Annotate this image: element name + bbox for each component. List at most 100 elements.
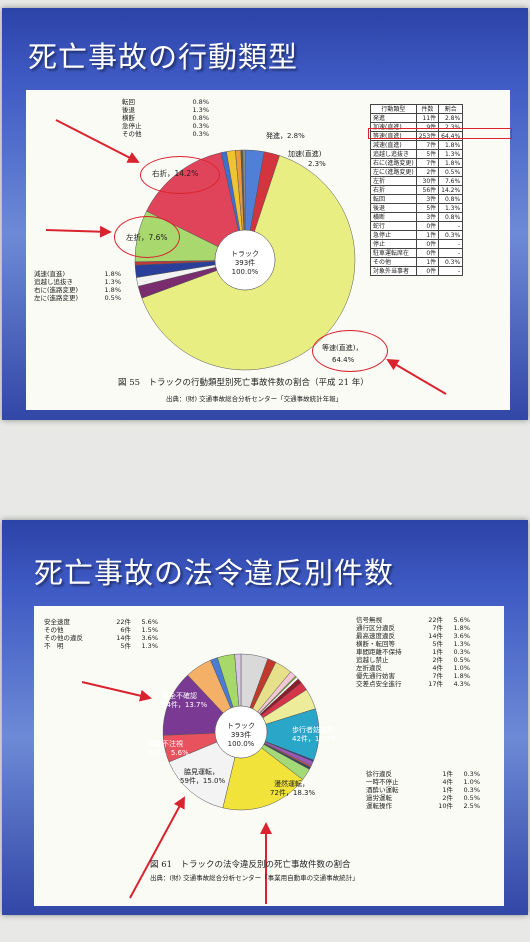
legend-pct: 3.6% [453,632,470,640]
action-type-table: 行動類型 件数 割合 発進 11件 2.8% 加速(直進) 9件 2.3% 等速(直進) 253件… [370,104,464,276]
table-cell: 2.8% [438,113,464,123]
figure-caption: 図 61 トラックの法令違反別の死亡事故件数の割合 [150,860,351,870]
figure-caption: 図 55 トラックの行動類型別死亡事故件数の割合（平成 21 年） [118,378,369,388]
pie-chart-action-type [134,149,356,371]
legend-pct: 1.3% [141,642,158,650]
legend-name: その他 [122,130,142,138]
table-cell: - [438,266,464,276]
table-row: 発進 11件 2.8% [370,113,464,123]
table-cell: 蛇行 [370,221,417,231]
legend-name: その他 [44,626,64,634]
legend-row: 急停止 0.3% [122,122,209,130]
legend-name: 左折違反 [356,664,382,672]
table-cell: - [438,221,464,231]
label-manzen: 漫然運転， [274,780,309,788]
table-header-row: 行動類型 件数 割合 [370,104,464,114]
legend-count: 2件 [442,794,453,802]
legend-pct: 0.8% [192,98,209,106]
legend-pct: 0.5% [463,794,480,802]
table-cell: 急停止 [370,230,417,240]
table-cell: 0.3% [438,257,464,267]
legend-count: 4件 [432,664,443,672]
table-cell: 14.2% [438,185,464,195]
figure-source: 出典：(財) 交通事故総合分析センター「事業用自動車の交通事故統計」 [150,874,359,882]
legend-name: 転回 [122,98,135,106]
legend-name: 横断 [122,114,135,122]
table-cell: 3件 [415,194,440,204]
pie-center-label: トラック 393件 100.0% [218,722,264,749]
table-row: 対象外当事者 0件 - [370,266,464,276]
table-row: 右折 56件 14.2% [370,185,464,195]
legend-name: 過労運転 [366,794,392,802]
table-cell: 0件 [415,266,440,276]
legend-row: その他 0.3% [122,130,209,138]
table-row: 右に(進路変更) 7件 1.8% [370,158,464,168]
slide-title: 死亡事故の行動類型 [28,40,299,74]
legend-count: 14件 [428,632,443,640]
table-cell: 2件 [415,167,440,177]
table-cell: 停止 [370,239,417,249]
legend-name: 追越し追抜き [34,278,73,286]
legend-count: 1件 [442,786,453,794]
legend-count: 2件 [432,656,443,664]
label-hokosha: 歩行者妨害等， [292,726,341,734]
table-cell: 駐車運転席在 [370,248,417,258]
table-cell: 3件 [415,212,440,222]
legend-row: 一時不停止 4件 1.0% [366,778,480,786]
table-cell: - [438,239,464,249]
chart-panel: トラック 393件 100.0% 発進，2.8% 加速(直進) 2.3% 等速(… [26,90,512,410]
legend-name: 追越し禁止 [356,656,389,664]
left-legend: 安全速度 22件 5.6% その他 6件 1.5% その他の違反 14件 3.6% 不 明 5件 1.… [44,618,158,650]
legend-pct: 0.3% [463,786,480,794]
table-header-cell: 件数 [415,104,440,114]
center-count: 393件 [234,259,256,267]
lower-legend: 徐行違反 1件 0.3% 一時不停止 4件 1.0% 酒酔い運転 1件 0.3% 過労運転 2件 0.… [366,770,480,810]
legend-row: 後退 1.3% [122,106,209,114]
legend-pct: 0.3% [463,770,480,778]
legend-pct: 2.5% [463,802,480,810]
table-cell: 0.5% [438,167,464,177]
legend-name: 安全速度 [44,618,70,626]
pie-center-label: トラック 393件 100.0% [222,250,268,277]
table-row: 横断 3件 0.8% [370,212,464,222]
legend-pct: 3.6% [141,634,158,642]
table-header-cell: 割合 [438,104,464,114]
legend-row: 安全速度 22件 5.6% [44,618,158,626]
table-cell: 7件 [415,158,440,168]
legend-pct: 1.5% [141,626,158,634]
legend-name: 不 明 [44,642,64,650]
legend-name: 減速(直進) [34,270,66,278]
legend-row: 過労運転 2件 0.5% [366,794,480,802]
highlight-box-touso-row [368,128,512,139]
legend-pct: 1.8% [104,286,121,294]
figure-source: 出典：(財) 交通事故総合分析センター「交通事故統計年報」 [166,395,343,403]
legend-count: 1件 [432,648,443,656]
table-cell: 30件 [415,176,440,186]
legend-row: 酒酔い運転 1件 0.3% [366,786,480,794]
label-kasoku-pct: 2.3% [308,160,326,168]
table-cell: 56件 [415,185,440,195]
legend-row: 運転操作 10件 2.5% [366,802,480,810]
legend-row: 左折違反 4件 1.0% [356,664,470,672]
table-row: 後退 5件 1.3% [370,203,464,213]
legend-row: 追越し追抜き 1.3% [34,278,121,286]
table-row: 駐車運転席在 0件 - [370,248,464,258]
table-cell: その他 [370,257,417,267]
legend-name: 通行区分違反 [356,624,395,632]
legend-pct: 0.8% [192,114,209,122]
center-pct: 100.0% [227,740,255,748]
label-manzen-val: 72件，18.3% [270,789,316,797]
legend-pct: 1.3% [192,106,209,114]
table-row: 減速(直進) 7件 1.8% [370,140,464,150]
legend-row: 不 明 5件 1.3% [44,642,158,650]
table-cell: 左折 [370,176,417,186]
label-hokosha-val: 42件，10.7% [292,735,338,743]
legend-pct: 1.8% [104,270,121,278]
legend-name: 右に(進路変更) [34,286,79,294]
table-cell: 0件 [415,239,440,249]
legend-pct: 0.3% [192,130,209,138]
legend-row: その他 6件 1.5% [44,626,158,634]
legend-name: その他の違反 [44,634,83,642]
slide-action-type: 死亡事故の行動類型 トラック 393件 100.0% 発進，2.8% 加速(直進… [2,8,528,420]
label-dosa-val: 22件，5.6% [148,749,189,757]
